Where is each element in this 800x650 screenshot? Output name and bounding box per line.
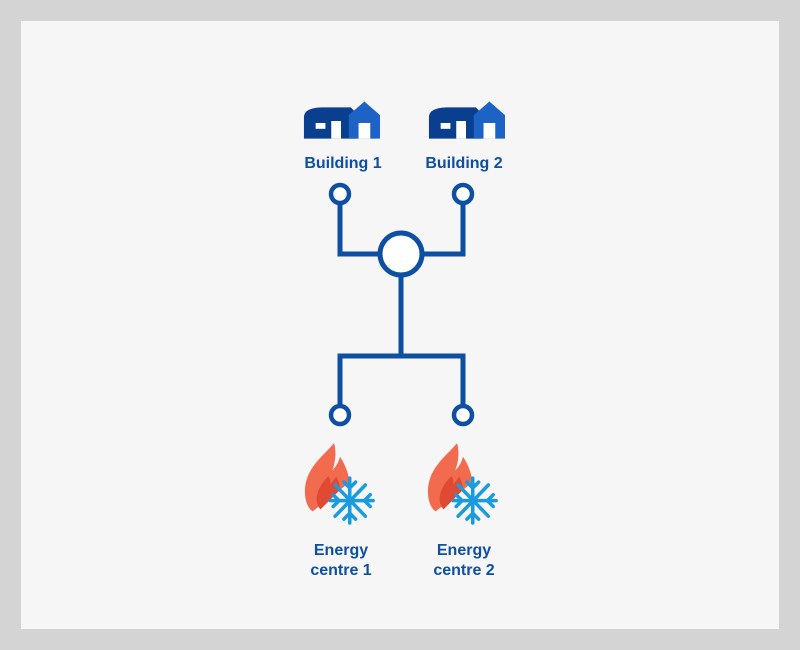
pipe-energy-centres [337, 353, 466, 405]
house-icon [303, 101, 380, 139]
pipe-building-1 [337, 204, 380, 257]
pipe-network [337, 204, 466, 405]
building-2-label: Building 2 [425, 155, 503, 172]
energy-centre-1-node [328, 403, 352, 427]
energy-centre-1-label: Energy centre 1 [310, 542, 372, 579]
energy-centre-2-label: Energy centre 2 [433, 542, 495, 579]
building-1-label: Building 1 [304, 155, 382, 172]
building-1-node [328, 182, 352, 206]
central-hub-node [377, 230, 425, 278]
building-2-node [451, 182, 475, 206]
heating-cooling-icon [426, 441, 498, 525]
house-icon [428, 101, 505, 139]
pipe-building-2 [423, 204, 466, 257]
energy-centre-2-node [451, 403, 475, 427]
heating-cooling-icon [303, 441, 375, 525]
